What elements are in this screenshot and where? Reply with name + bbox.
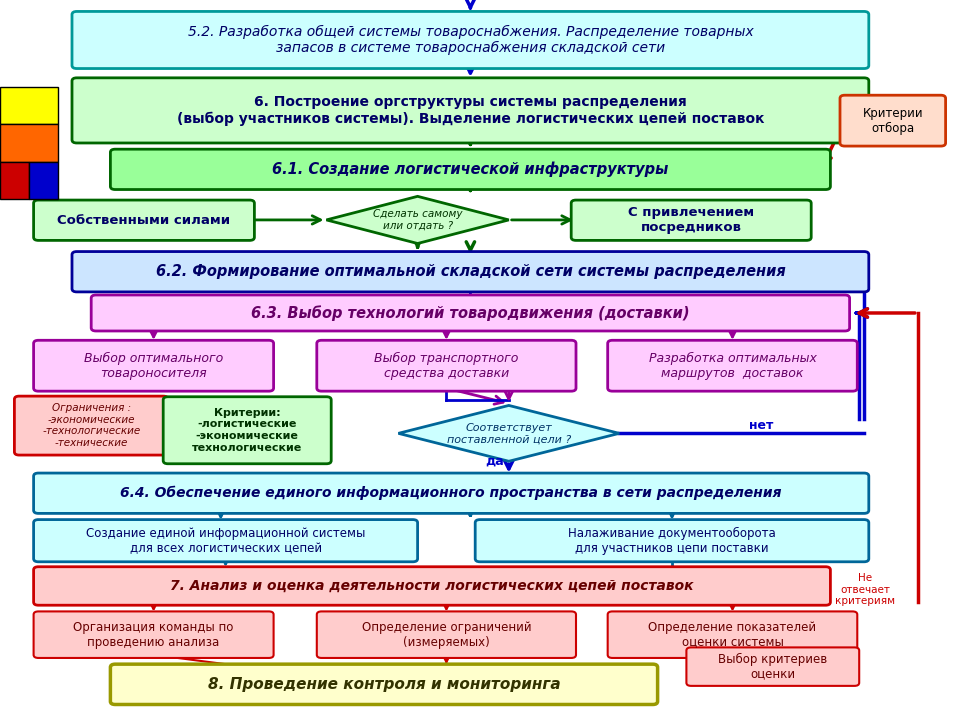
- Bar: [0, 125, 58, 161]
- FancyBboxPatch shape: [34, 520, 418, 562]
- FancyBboxPatch shape: [72, 251, 869, 292]
- Text: да: да: [485, 455, 504, 468]
- Text: Создание единой информационной системы
для всех логистических цепей: Создание единой информационной системы д…: [85, 527, 366, 554]
- FancyBboxPatch shape: [571, 200, 811, 240]
- Polygon shape: [326, 197, 509, 243]
- Text: 6.3. Выбор технологий товародвижения (доставки): 6.3. Выбор технологий товародвижения (до…: [252, 305, 689, 321]
- Text: С привлечением
посредников: С привлечением посредников: [628, 206, 755, 234]
- FancyBboxPatch shape: [14, 396, 168, 455]
- Text: 5.2. Разработка общей системы товароснабжения. Распределение товарных
запасов в : 5.2. Разработка общей системы товароснаб…: [187, 24, 754, 55]
- Text: 6.1. Создание логистической инфраструктуры: 6.1. Создание логистической инфраструкту…: [273, 161, 668, 177]
- Text: нет: нет: [749, 419, 773, 432]
- Text: Выбор транспортного
средства доставки: Выбор транспортного средства доставки: [374, 351, 518, 379]
- Text: 6.2. Формирование оптимальной складской сети системы распределения: 6.2. Формирование оптимальной складской …: [156, 264, 785, 279]
- FancyBboxPatch shape: [840, 95, 946, 146]
- FancyBboxPatch shape: [686, 647, 859, 686]
- Text: Ограничения :
-экономические
-технологические
-технические: Ограничения : -экономические -технологич…: [42, 403, 140, 448]
- FancyBboxPatch shape: [608, 611, 857, 658]
- Text: 8. Проведение контроля и мониторинга: 8. Проведение контроля и мониторинга: [207, 677, 561, 692]
- Text: Организация команды по
проведению анализа: Организация команды по проведению анализ…: [73, 621, 234, 649]
- Text: Налаживание документооборота
для участников цепи поставки: Налаживание документооборота для участни…: [568, 526, 776, 554]
- FancyBboxPatch shape: [110, 149, 830, 189]
- FancyBboxPatch shape: [475, 520, 869, 562]
- FancyBboxPatch shape: [91, 295, 850, 331]
- Text: Разработка оптимальных
маршрутов  доставок: Разработка оптимальных маршрутов доставо…: [649, 351, 816, 379]
- FancyBboxPatch shape: [34, 611, 274, 658]
- FancyBboxPatch shape: [163, 397, 331, 464]
- Text: 6.4. Обеспечение единого информационного пространства в сети распределения: 6.4. Обеспечение единого информационного…: [120, 486, 782, 500]
- FancyBboxPatch shape: [34, 200, 254, 240]
- FancyBboxPatch shape: [317, 611, 576, 658]
- Text: Определение ограничений
(измеряемых): Определение ограничений (измеряемых): [362, 621, 531, 649]
- FancyBboxPatch shape: [72, 78, 869, 143]
- Bar: [29, 161, 58, 199]
- Text: Сделать самому
или отдать ?: Сделать самому или отдать ?: [372, 209, 463, 230]
- Text: Определение показателей
оценки системы: Определение показателей оценки системы: [648, 621, 817, 649]
- Text: Соответствует
поставленной цели ?: Соответствует поставленной цели ?: [446, 423, 571, 444]
- Text: Критерии:
-логистические
-экономические
технологические: Критерии: -логистические -экономические …: [192, 408, 302, 453]
- FancyBboxPatch shape: [34, 473, 869, 513]
- FancyBboxPatch shape: [110, 664, 658, 704]
- FancyBboxPatch shape: [34, 341, 274, 391]
- Text: Не
отвечает
критериям: Не отвечает критериям: [835, 573, 895, 606]
- Text: 7. Анализ и оценка деятельности логистических цепей поставок: 7. Анализ и оценка деятельности логистич…: [170, 579, 694, 593]
- FancyBboxPatch shape: [34, 567, 830, 606]
- Text: Критерии
отбора: Критерии отбора: [862, 107, 924, 135]
- FancyBboxPatch shape: [317, 341, 576, 391]
- Bar: [0, 87, 58, 125]
- Text: Выбор критериев
оценки: Выбор критериев оценки: [718, 652, 828, 680]
- FancyBboxPatch shape: [72, 12, 869, 68]
- Text: Собственными силами: Собственными силами: [58, 214, 230, 227]
- Text: Выбор оптимального
товароносителя: Выбор оптимального товароносителя: [84, 351, 224, 379]
- Polygon shape: [398, 405, 619, 462]
- FancyBboxPatch shape: [608, 341, 857, 391]
- Bar: [0, 161, 29, 199]
- Text: 6. Построение оргструктуры системы распределения
(выбор участников системы). Выд: 6. Построение оргструктуры системы распр…: [177, 95, 764, 126]
